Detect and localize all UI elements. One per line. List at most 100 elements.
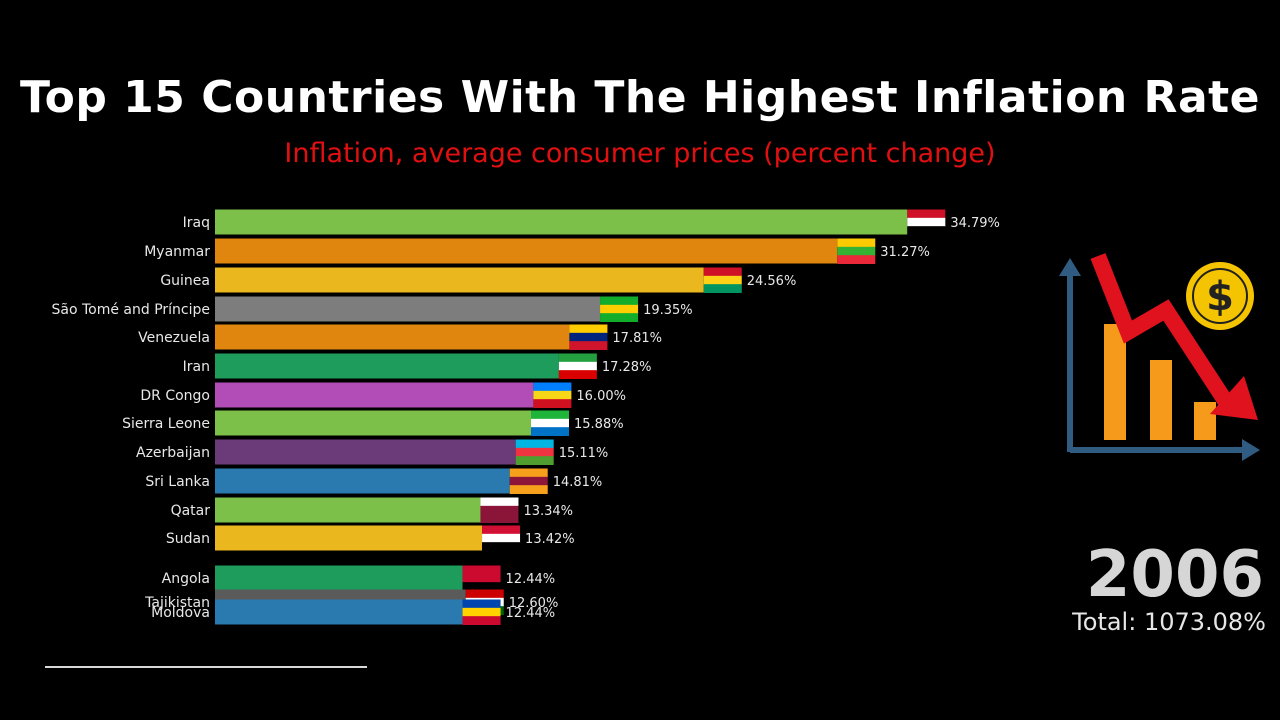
bar-group: Venezuela 17.81%	[138, 324, 662, 350]
value-label: 12.60%	[509, 596, 559, 611]
chart-title: Top 15 Countries With The Highest Inflat…	[19, 72, 1261, 123]
flag-icon	[907, 209, 946, 235]
flag-stripe	[558, 353, 597, 363]
category-label: Sudan	[166, 531, 210, 547]
orange-bars	[1104, 324, 1216, 440]
flag-stripe	[462, 565, 501, 575]
flag-stripe	[515, 439, 554, 449]
value-label: 12.44%	[506, 572, 556, 587]
bar	[215, 497, 481, 523]
bar-group: Sierra Leone 15.88%	[122, 410, 624, 436]
bar	[215, 468, 510, 494]
bar-group: Sudan 13.42%	[166, 525, 575, 551]
flag-icon	[703, 267, 742, 293]
flag-stripe	[569, 341, 608, 350]
category-label: Qatar	[171, 503, 211, 519]
bar	[215, 410, 532, 436]
bar-group: Qatar 13.34%	[171, 497, 573, 523]
bar-group: Azerbaijan 15.11%	[136, 439, 609, 465]
flag-stripe	[533, 390, 572, 400]
flag-icon	[533, 382, 572, 408]
flag-stripe	[531, 427, 570, 436]
bar-group: Sri Lanka 14.81%	[145, 468, 603, 494]
flag-icon	[531, 410, 570, 436]
bar	[215, 238, 838, 264]
value-label: 13.42%	[525, 532, 575, 547]
flag-icon	[515, 439, 554, 465]
flag-stripe	[703, 284, 742, 293]
category-label: DR Congo	[140, 388, 210, 404]
flag-stripe	[569, 324, 608, 334]
value-label: 15.88%	[574, 417, 624, 432]
flag-stripe	[703, 275, 742, 285]
total-label: Total: 1073.08%	[1072, 608, 1266, 636]
flag-stripe	[482, 533, 521, 543]
flag-icon	[480, 497, 519, 523]
flag-stripe	[480, 505, 519, 515]
flag-stripe	[533, 399, 572, 408]
bar-group: DR Congo 16.00%	[140, 382, 626, 408]
value-label: 15.11%	[559, 446, 609, 461]
bar-group: Myanmar 31.27%	[144, 238, 930, 264]
progress-line	[45, 666, 367, 668]
flag-stripe	[515, 456, 554, 465]
flag-stripe	[837, 238, 876, 248]
flag-stripe	[907, 209, 946, 219]
flag-stripe	[600, 304, 639, 314]
flag-icon	[569, 324, 608, 350]
value-label: 14.81%	[553, 475, 603, 490]
flag-stripe	[531, 410, 570, 420]
category-label: Sierra Leone	[122, 416, 210, 432]
bar-group: São Tomé and Príncipe 19.35%	[51, 296, 693, 322]
category-label: Tajikistan	[144, 595, 210, 611]
bar	[215, 599, 463, 625]
value-label: 17.81%	[612, 331, 662, 346]
flag-stripe	[515, 447, 554, 457]
flag-stripe	[462, 599, 501, 609]
chart-subtitle: Inflation, average consumer prices (perc…	[284, 138, 996, 169]
flag-stripe	[482, 542, 521, 551]
flag-stripe	[480, 514, 519, 523]
flag-icon	[462, 599, 501, 625]
bar	[215, 296, 601, 322]
flag-stripe	[462, 616, 501, 625]
flag-stripe	[480, 497, 519, 507]
bar	[215, 525, 483, 551]
bar	[215, 565, 463, 591]
axis-arrows	[1059, 258, 1260, 461]
bar-group: Guinea 24.56%	[160, 267, 796, 293]
value-label: 13.34%	[523, 504, 573, 519]
flag-stripe	[558, 370, 597, 379]
value-label: 34.79%	[950, 216, 1000, 231]
bar-group: Moldova 12.44%	[151, 599, 556, 625]
bar	[215, 439, 516, 465]
category-label: Guinea	[160, 273, 210, 289]
flag-icon	[482, 525, 521, 551]
category-label: Myanmar	[144, 244, 210, 260]
year-label: 2006	[1085, 538, 1264, 612]
bar-group: Angola 12.44%	[162, 565, 556, 591]
bar-group: Iran 17.28%	[183, 353, 652, 379]
bar	[215, 324, 570, 350]
bar	[215, 353, 559, 379]
bar	[215, 267, 704, 293]
flag-stripe	[509, 476, 548, 486]
flag-icon	[837, 238, 876, 264]
value-label: 12.44%	[506, 606, 556, 621]
bar-group: Iraq 34.79%	[183, 209, 1000, 235]
value-label: 31.27%	[880, 245, 930, 260]
flag-stripe	[462, 582, 501, 591]
category-label: Sri Lanka	[145, 474, 210, 490]
category-label: Angola	[162, 571, 210, 587]
flag-stripe	[462, 607, 501, 617]
value-label: 19.35%	[643, 303, 693, 318]
flag-stripe	[462, 573, 501, 583]
value-label: 17.28%	[602, 360, 652, 375]
red-decline-arrow	[1090, 253, 1258, 420]
finance-chart-dollar-decline-icon: $	[1059, 253, 1260, 461]
flag-icon	[462, 565, 501, 591]
flag-stripe	[558, 361, 597, 371]
category-label: São Tomé and Príncipe	[51, 302, 210, 318]
category-label: Iraq	[183, 215, 210, 231]
